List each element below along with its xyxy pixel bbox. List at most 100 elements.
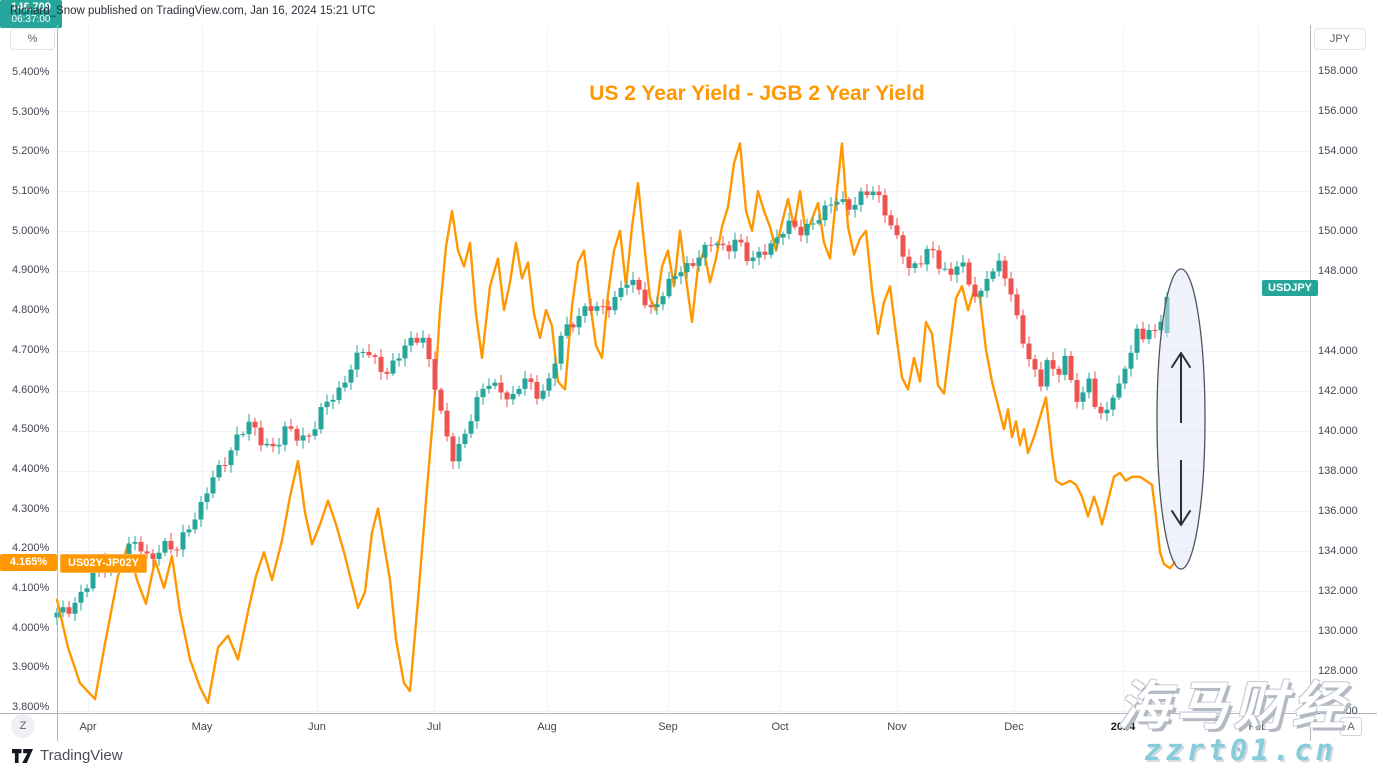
right-axis-tick-label: 128.000: [1318, 665, 1358, 677]
candle-body: [1086, 378, 1092, 393]
candle-body: [162, 540, 168, 553]
candle-body: [492, 382, 498, 386]
candle-body: [924, 249, 930, 265]
candle-body: [156, 552, 162, 559]
candle-body: [360, 352, 366, 353]
candle-body: [534, 382, 540, 399]
candle-body: [78, 591, 84, 603]
candle-body: [882, 195, 888, 216]
candle-body: [732, 239, 738, 252]
candle-body: [456, 444, 462, 462]
candle-body: [768, 243, 774, 255]
candle-body: [954, 266, 960, 275]
candle-body: [354, 352, 360, 370]
candle-body: [696, 257, 702, 266]
timezone-button[interactable]: Z: [11, 714, 35, 738]
time-axis-label: Nov: [887, 721, 907, 733]
left-axis-tick-label: 4.000%: [12, 621, 50, 634]
candle-body: [1098, 406, 1104, 414]
candle-body: [1008, 278, 1014, 295]
ellipse-annotation[interactable]: [1156, 268, 1206, 570]
candle-body: [1068, 355, 1074, 380]
candle-body: [1104, 409, 1110, 414]
candle-body: [684, 263, 690, 273]
candle-body: [1152, 330, 1158, 331]
candle-body: [168, 540, 174, 550]
watermark-chinese: 海马财经: [1118, 678, 1351, 736]
candle-body: [570, 324, 576, 328]
time-axis[interactable]: Apr May Jun Jul Aug Sep Oct Nov Dec 2024 Feb: [0, 713, 1377, 741]
candle-body: [1002, 260, 1008, 279]
candle-body: [222, 465, 228, 466]
candle-body: [432, 359, 438, 390]
candle-body: [522, 378, 528, 389]
right-price-axis[interactable]: 158.000 156.000 154.000 152.000 150.000 148.0…: [1310, 25, 1377, 717]
left-axis-tick-label: 5.200%: [12, 145, 50, 158]
candle-body: [798, 226, 804, 236]
candle-body: [1092, 378, 1098, 407]
right-axis-tick-label: 142.000: [1318, 385, 1358, 397]
right-axis-tick-label: 134.000: [1318, 545, 1358, 557]
right-axis-tick-label: 140.000: [1318, 425, 1358, 437]
left-axis-tick-label: 4.100%: [12, 581, 50, 594]
candle-body: [1026, 343, 1032, 360]
right-axis-tick-label: 150.000: [1318, 225, 1358, 237]
candle-body: [642, 289, 648, 306]
candle-body: [1014, 294, 1020, 316]
left-axis-tick-label: 4.700%: [12, 343, 50, 356]
candle-body: [660, 296, 666, 305]
candle-body: [972, 284, 978, 297]
left-axis-tick-label: 4.600%: [12, 383, 50, 396]
candle-body: [630, 279, 636, 286]
candle-body: [294, 428, 300, 441]
candle-body: [804, 224, 810, 236]
candle-body: [582, 306, 588, 316]
candle-body: [138, 541, 144, 552]
candle-body: [408, 337, 414, 346]
candle-body: [576, 315, 582, 328]
candle-body: [612, 297, 618, 311]
time-axis-label: 2024: [1110, 721, 1136, 733]
right-axis-tick-label: 136.000: [1318, 505, 1358, 517]
candle-body: [936, 250, 942, 269]
candle-body: [450, 436, 456, 462]
candle-body: [1020, 315, 1026, 344]
right-scale-unit-button[interactable]: JPY: [1314, 28, 1366, 50]
usdjpy-series-badge: USDJPY: [1262, 280, 1319, 296]
usdjpy-price-badge: 146.709 06:37:00: [0, 0, 62, 28]
candle-body: [1140, 328, 1146, 340]
left-scale-unit-button[interactable]: %: [10, 28, 55, 50]
right-axis-tick-label: 158.000: [1318, 65, 1358, 77]
left-price-axis[interactable]: 5.400% 5.300% 5.200% 5.100% 5.000% 4.900% 4.80…: [0, 25, 57, 713]
left-axis-tick-label: 4.300%: [12, 502, 50, 515]
candle-body: [414, 337, 420, 343]
candle-body: [780, 234, 786, 238]
time-axis-label: Apr: [79, 721, 97, 733]
candle-body: [318, 407, 324, 430]
left-axis-tick-label: 4.500%: [12, 423, 50, 436]
candle-body: [948, 268, 954, 275]
time-axis-label: May: [191, 721, 213, 733]
time-axis-label: Feb: [1248, 721, 1268, 733]
time-axis-label: Jun: [308, 721, 326, 733]
time-axis-label: Jul: [426, 721, 442, 733]
candle-body: [810, 223, 816, 225]
tradingview-logo[interactable]: TradingView: [12, 747, 123, 764]
candle-body: [228, 450, 234, 466]
candle-body: [690, 263, 696, 266]
watermark-url: zzrt01.cn: [1144, 733, 1338, 767]
tradingview-logo-icon: [12, 748, 33, 763]
candle-body: [324, 401, 330, 408]
candle-body: [990, 271, 996, 279]
candle-body: [912, 263, 918, 268]
candle-body: [750, 257, 756, 262]
candle-body: [906, 256, 912, 268]
candle-body: [288, 426, 294, 429]
auto-scale-button[interactable]: A: [1340, 717, 1362, 736]
time-axis-label: Oct: [771, 721, 789, 733]
candle-body: [840, 199, 846, 202]
candle-body: [234, 434, 240, 451]
right-axis-tick-label: 138.000: [1318, 465, 1358, 477]
usdjpy-bar-countdown: 06:37:00: [11, 14, 51, 25]
